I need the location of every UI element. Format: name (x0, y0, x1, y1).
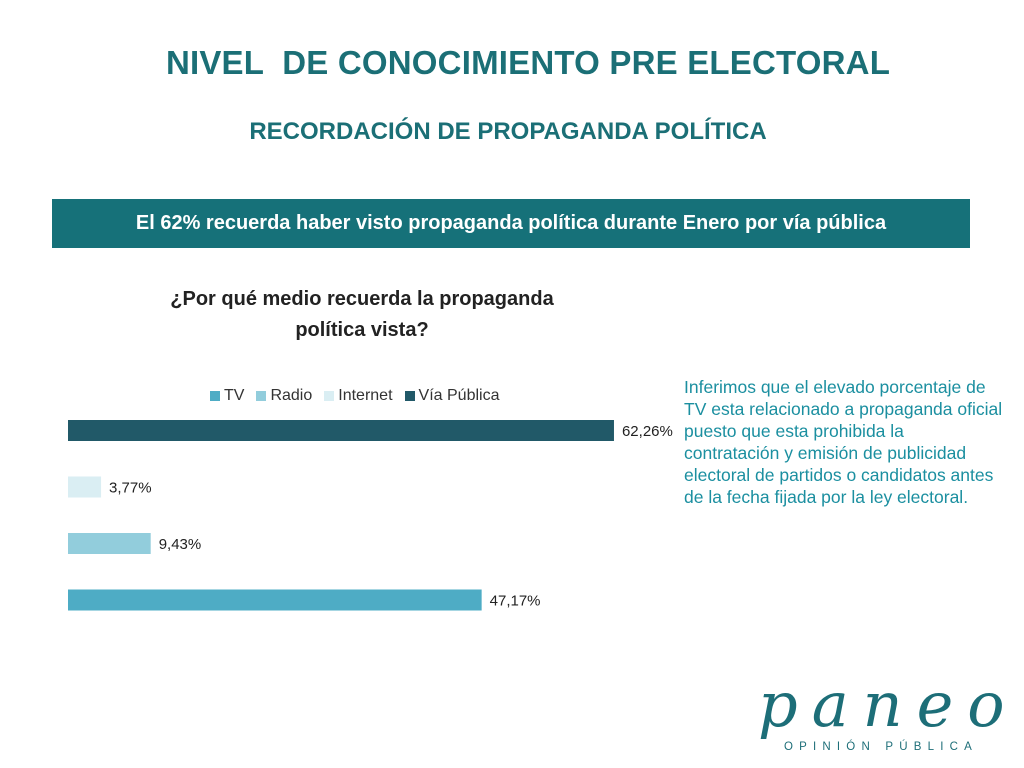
slide-subtitle: RECORDACIÓN DE PROPAGANDA POLÍTICA (249, 118, 767, 145)
inference-note: Inferimos que el elevado porcentaje de T… (684, 377, 1003, 507)
legend-item-radio: Radio (256, 387, 312, 405)
bar-chart: 62,26% 3,77% 9,43% 47,17% (68, 420, 673, 611)
data-label-internet: 3,77% (109, 480, 152, 497)
slide-title: NIVEL DE CONOCIMIENTO PRE ELECTORAL (165, 44, 891, 81)
bar-via-publica (68, 420, 614, 441)
legend-swatch-radio (256, 391, 267, 401)
data-label-tv: 47,17% (490, 593, 541, 610)
bar-internet (68, 476, 102, 498)
chart-legend: TV Radio Internet Vía Pública (210, 386, 499, 406)
data-label-radio: 9,43% (159, 536, 202, 553)
legend-swatch-via-publica (404, 391, 415, 401)
bar-radio (68, 533, 151, 554)
bar-tv (68, 589, 482, 611)
legend-item-tv: TV (210, 387, 244, 405)
legend-swatch-internet (324, 391, 335, 401)
data-label-via-publica: 62,26% (622, 423, 673, 440)
legend-label-via-publica: Vía Pública (418, 387, 500, 404)
legend-label-internet: Internet (338, 387, 393, 404)
legend-label-radio: Radio (270, 387, 313, 404)
legend-swatch-tv (210, 391, 220, 401)
chart-title: ¿Por qué medio recuerda la propaganda po… (170, 288, 554, 341)
legend-item-via-publica: Vía Pública (404, 387, 500, 405)
legend-label-tv: TV (224, 387, 245, 404)
logo-tagline: OPINIÓN PÚBLICA (784, 741, 978, 753)
highlight-banner: El 62% recuerda haber visto propaganda p… (52, 199, 970, 248)
banner-text: El 62% recuerda haber visto propaganda p… (135, 212, 887, 234)
paneo-logo: paneo (758, 668, 1019, 741)
legend-item-internet: Internet (324, 387, 393, 405)
